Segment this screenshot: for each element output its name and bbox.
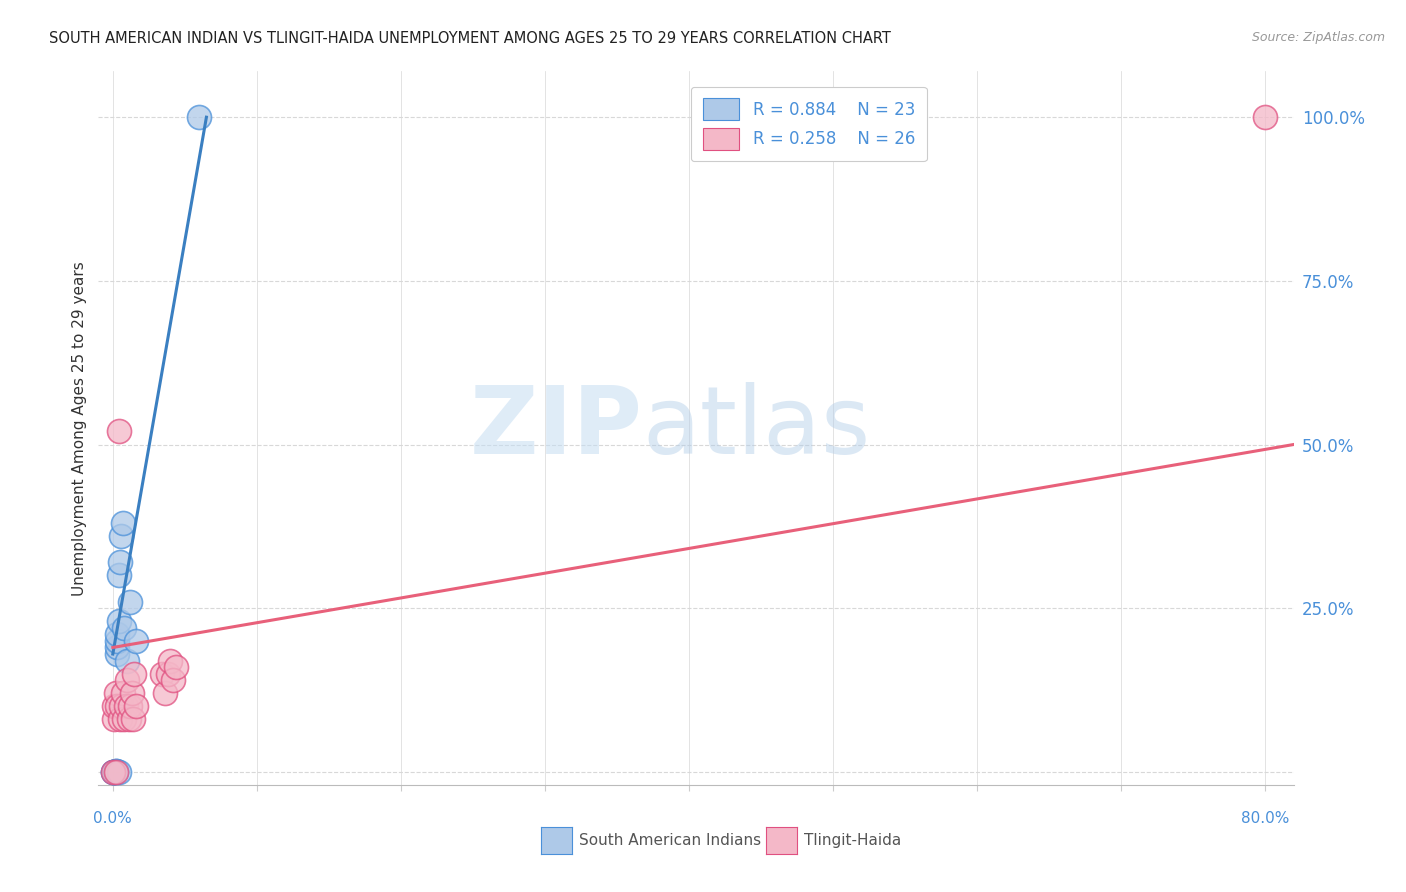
Point: [122, 713, 145, 727]
Point: [103, 699, 125, 714]
Y-axis label: Unemployment Among Ages 25 to 29 years: Unemployment Among Ages 25 to 29 years: [72, 260, 87, 596]
Text: South American Indians: South American Indians: [579, 833, 762, 847]
Point: [110, 699, 132, 714]
Point: [121, 686, 143, 700]
Point: [110, 529, 132, 543]
Point: [112, 621, 135, 635]
Point: [115, 673, 138, 688]
Point: [111, 686, 134, 700]
Point: [105, 640, 128, 655]
Point: [105, 647, 128, 661]
Point: [104, 764, 127, 779]
Point: [188, 110, 211, 124]
Point: [103, 713, 125, 727]
Point: [107, 568, 129, 582]
Point: [162, 673, 184, 688]
Legend: R = 0.884    N = 23, R = 0.258    N = 26: R = 0.884 N = 23, R = 0.258 N = 26: [690, 87, 927, 161]
Text: 0.0%: 0.0%: [93, 811, 132, 826]
Point: [104, 686, 127, 700]
Point: [107, 764, 129, 779]
Point: [108, 713, 131, 727]
Point: [118, 713, 141, 727]
Text: Source: ZipAtlas.com: Source: ZipAtlas.com: [1251, 31, 1385, 45]
Point: [105, 699, 128, 714]
Point: [107, 615, 129, 629]
Point: [115, 654, 138, 668]
Point: [101, 764, 124, 779]
Point: [101, 764, 124, 779]
Point: [153, 686, 176, 700]
Text: SOUTH AMERICAN INDIAN VS TLINGIT-HAIDA UNEMPLOYMENT AMONG AGES 25 TO 29 YEARS CO: SOUTH AMERICAN INDIAN VS TLINGIT-HAIDA U…: [49, 31, 891, 46]
Point: [105, 627, 128, 641]
Point: [1254, 110, 1277, 124]
Text: atlas: atlas: [643, 382, 870, 475]
Point: [125, 634, 148, 648]
Point: [105, 634, 128, 648]
Point: [103, 764, 125, 779]
Point: [124, 666, 146, 681]
Text: Tlingit-Haida: Tlingit-Haida: [804, 833, 901, 847]
Point: [165, 660, 187, 674]
Point: [104, 764, 127, 779]
Point: [101, 764, 124, 779]
Point: [120, 699, 142, 714]
Point: [156, 666, 179, 681]
Point: [104, 764, 127, 779]
Point: [159, 654, 181, 668]
Point: [107, 425, 129, 439]
Point: [103, 764, 125, 779]
Point: [108, 555, 131, 569]
Text: 80.0%: 80.0%: [1240, 811, 1289, 826]
Point: [125, 699, 148, 714]
Point: [111, 516, 134, 530]
Point: [112, 713, 135, 727]
Point: [120, 594, 142, 608]
Point: [104, 764, 127, 779]
Point: [114, 699, 136, 714]
Point: [103, 764, 125, 779]
Point: [150, 666, 173, 681]
Text: ZIP: ZIP: [470, 382, 643, 475]
